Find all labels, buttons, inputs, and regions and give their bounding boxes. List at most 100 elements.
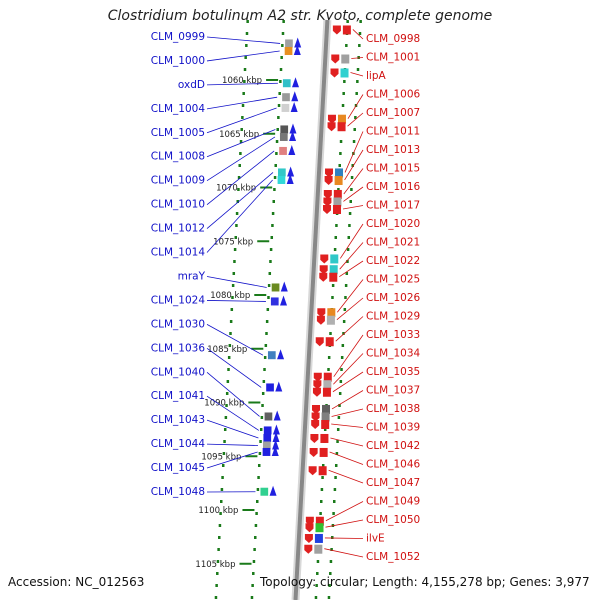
gene-feature-right[interactable] <box>342 25 351 35</box>
gene-feature-right[interactable] <box>319 447 328 457</box>
gene-label-left[interactable]: CLM_1009 <box>151 175 205 187</box>
gene-feature-right[interactable] <box>314 533 323 543</box>
gene-feature-right[interactable] <box>326 315 335 325</box>
gene-feature-left[interactable] <box>260 487 269 496</box>
gene-feature-right[interactable] <box>321 412 330 422</box>
gene-label-left[interactable]: CLM_1045 <box>151 462 205 474</box>
gene-feature-left[interactable] <box>280 125 289 134</box>
gene-label-right[interactable]: CLM_1047 <box>366 477 420 489</box>
gene-feature-left[interactable] <box>282 79 291 88</box>
gene-label-right[interactable]: CLM_1016 <box>366 181 421 193</box>
gene-feature-right[interactable] <box>333 205 342 214</box>
gene-feature-left[interactable] <box>262 441 271 450</box>
gene-feature-right[interactable] <box>323 372 332 382</box>
gene-label-right[interactable]: CLM_1033 <box>366 329 420 341</box>
gene-feature-right[interactable] <box>315 516 324 526</box>
gene-feature-left[interactable] <box>285 39 293 48</box>
gene-feature-left[interactable] <box>271 283 280 292</box>
gene-feature-right[interactable] <box>314 544 323 554</box>
gene-feature-left[interactable] <box>263 433 272 442</box>
gene-label-right[interactable]: lipA <box>366 70 386 82</box>
gene-feature-left[interactable] <box>263 426 272 435</box>
gene-label-left[interactable]: CLM_1004 <box>151 103 206 115</box>
gene-label-right[interactable]: CLM_1020 <box>366 218 420 230</box>
gene-label-right[interactable]: CLM_1034 <box>366 348 421 360</box>
gene-label-left[interactable]: CLM_1040 <box>151 366 205 378</box>
gene-label-right[interactable]: CLM_1035 <box>366 366 420 378</box>
gene-label-left[interactable]: CLM_1005 <box>151 127 205 139</box>
gene-feature-left[interactable] <box>282 93 290 102</box>
gene-feature-right[interactable] <box>333 197 342 207</box>
gene-feature-left[interactable] <box>284 46 293 55</box>
gene-label-left[interactable]: mraY <box>178 270 206 282</box>
gene-label-left[interactable]: CLM_1048 <box>151 486 205 498</box>
gene-connector <box>347 112 364 127</box>
gene-label-right[interactable]: CLM_1046 <box>366 459 421 471</box>
gene-feature-right[interactable] <box>315 523 324 533</box>
gene-feature-right[interactable] <box>322 387 331 397</box>
gene-feature-right[interactable] <box>318 466 327 476</box>
gene-label-left[interactable]: CLM_1008 <box>151 151 205 163</box>
gene-label-right[interactable]: CLM_1038 <box>366 403 420 415</box>
gene-label-right[interactable]: CLM_1007 <box>366 107 420 119</box>
gene-label-right[interactable]: CLM_1013 <box>366 144 420 156</box>
gene-feature-left[interactable] <box>279 132 288 141</box>
gene-label-right[interactable]: CLM_1029 <box>366 311 420 323</box>
gene-feature-right[interactable] <box>340 68 349 78</box>
gene-feature-left[interactable] <box>262 447 271 456</box>
gene-label-left[interactable]: CLM_1024 <box>151 294 206 306</box>
gene-label-left[interactable]: CLM_1010 <box>151 199 205 211</box>
gene-feature-right[interactable] <box>337 114 346 124</box>
gene-label-left[interactable]: oxdD <box>178 79 205 91</box>
gene-label-left[interactable]: CLM_1012 <box>151 223 205 235</box>
gene-feature-left[interactable] <box>277 175 286 184</box>
gene-feature-right[interactable] <box>334 175 343 185</box>
gene-label-left[interactable]: CLM_1036 <box>151 342 206 354</box>
gene-label-right[interactable]: CLM_1022 <box>366 255 420 267</box>
gene-label-right[interactable]: CLM_0998 <box>366 33 420 45</box>
gene-label-right[interactable]: CLM_1039 <box>366 422 420 434</box>
gene-label-left[interactable]: CLM_1000 <box>151 55 205 67</box>
gene-feature-right[interactable] <box>322 404 331 414</box>
gene-feature-right[interactable] <box>335 168 344 178</box>
gene-label-right[interactable]: CLM_1025 <box>366 274 420 286</box>
gene-feature-right[interactable] <box>323 380 332 390</box>
gene-label-right[interactable]: CLM_1049 <box>366 496 420 508</box>
gene-label-right[interactable]: ilvE <box>366 533 385 545</box>
gene-label-right[interactable]: CLM_1042 <box>366 440 420 452</box>
gene-label-right[interactable]: CLM_1052 <box>366 551 420 563</box>
gene-feature-right[interactable] <box>329 265 338 275</box>
gene-feature-left[interactable] <box>270 297 279 306</box>
gene-feature-right[interactable] <box>330 254 339 264</box>
gene-label-right[interactable]: CLM_1015 <box>366 163 420 175</box>
gene-label-right[interactable]: CLM_1006 <box>366 89 421 101</box>
gene-feature-right[interactable] <box>341 54 350 64</box>
gene-label-left[interactable]: CLM_1041 <box>151 390 205 402</box>
gene-feature-right[interactable] <box>329 272 338 282</box>
gene-feature-left[interactable] <box>264 412 273 421</box>
gene-feature-right[interactable] <box>327 308 336 318</box>
gene-label-right[interactable]: CLM_1021 <box>366 237 420 249</box>
gene-label-left[interactable]: CLM_1043 <box>151 414 205 426</box>
gene-feature-left[interactable] <box>281 103 290 112</box>
gene-label-right[interactable]: CLM_1001 <box>366 52 420 64</box>
gene-label-right[interactable]: CLM_1011 <box>366 126 420 138</box>
gene-label-right[interactable]: CLM_1017 <box>366 200 420 212</box>
gene-label-left[interactable]: CLM_1014 <box>151 247 206 259</box>
gene-label-right[interactable]: CLM_1026 <box>366 292 421 304</box>
gene-feature-left[interactable] <box>266 383 274 392</box>
gene-feature-right[interactable] <box>337 122 346 132</box>
gene-feature-right[interactable] <box>321 420 330 429</box>
gene-feature-left[interactable] <box>267 351 276 360</box>
gene-label-left[interactable]: CLM_1044 <box>151 438 206 450</box>
gene-label-left[interactable]: CLM_1030 <box>151 318 205 330</box>
gene-feature-right[interactable] <box>320 433 329 443</box>
gene-label-right[interactable]: CLM_1050 <box>366 514 420 526</box>
gene-feature-left[interactable] <box>278 168 286 177</box>
gene-feature-right[interactable] <box>333 189 342 199</box>
gene-feature-right[interactable] <box>325 337 334 347</box>
gene-label-left[interactable]: CLM_0999 <box>151 31 205 43</box>
gene-label-right[interactable]: CLM_1037 <box>366 385 420 397</box>
gene-feature-left[interactable] <box>279 146 287 155</box>
